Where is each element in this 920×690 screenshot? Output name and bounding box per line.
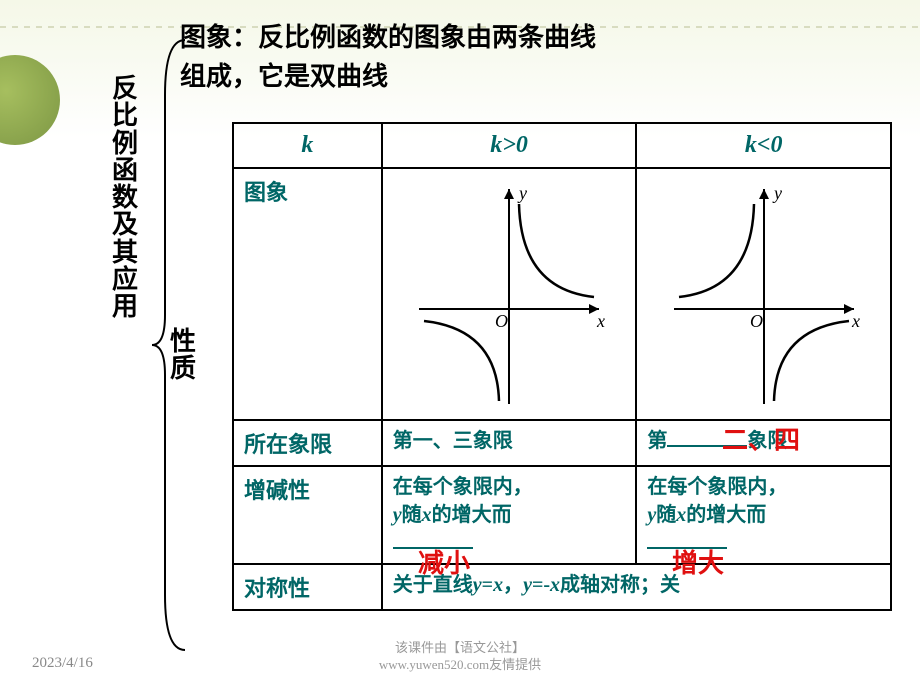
quadrant-pos: 第一、三象限 xyxy=(393,430,513,452)
overlay-quadrant-24: 二、四 xyxy=(722,420,800,457)
overlay-increase: 增大 xyxy=(672,543,724,580)
header-k: k xyxy=(233,123,382,168)
svg-text:y: y xyxy=(772,183,782,203)
properties-table: k k>0 k<0 图象 x y O x xyxy=(232,122,892,611)
graph-kneg-cell: x y O xyxy=(636,168,891,420)
hyperbola-neg-icon: x y O xyxy=(664,179,864,409)
intro-text: 图象：反比例函数的图象由两条曲线 组成，它是双曲线 xyxy=(180,18,880,96)
header-kneg: k<0 xyxy=(636,123,891,168)
svg-text:O: O xyxy=(495,311,508,331)
svg-text:x: x xyxy=(596,311,605,331)
svg-text:y: y xyxy=(517,183,527,203)
property-label: 性质 xyxy=(170,328,198,383)
mono-label: 增碱性 xyxy=(244,478,310,503)
row-graph: 图象 x y O x y O xyxy=(233,168,891,420)
intro-line1: 图象：反比例函数的图象由两条曲线 xyxy=(180,23,596,52)
intro-line2: 组成，它是双曲线 xyxy=(180,62,388,91)
row-symmetry: 对称性 关于直线y=x，y=-x成轴对称；关 xyxy=(233,564,891,610)
graph-label: 图象 xyxy=(244,180,288,205)
svg-text:x: x xyxy=(851,311,860,331)
table-header-row: k k>0 k<0 xyxy=(233,123,891,168)
row-monotonic: 增碱性 在每个象限内， y随x的增大而 在每个象限内， y随x的增大而 xyxy=(233,466,891,564)
footer-source: 该课件由【语文公社】 www.yuwen520.com友情提供 xyxy=(0,640,920,674)
svg-text:O: O xyxy=(750,311,763,331)
vertical-title: 反比例函数及其应用 xyxy=(110,75,140,321)
sym-label: 对称性 xyxy=(244,576,310,601)
graph-kpos-cell: x y O xyxy=(382,168,637,420)
header-kpos: k>0 xyxy=(382,123,637,168)
overlay-decrease: 减小 xyxy=(418,543,470,580)
hyperbola-pos-icon: x y O xyxy=(409,179,609,409)
quadrant-label: 所在象限 xyxy=(244,432,332,457)
decorative-circle xyxy=(0,55,60,145)
